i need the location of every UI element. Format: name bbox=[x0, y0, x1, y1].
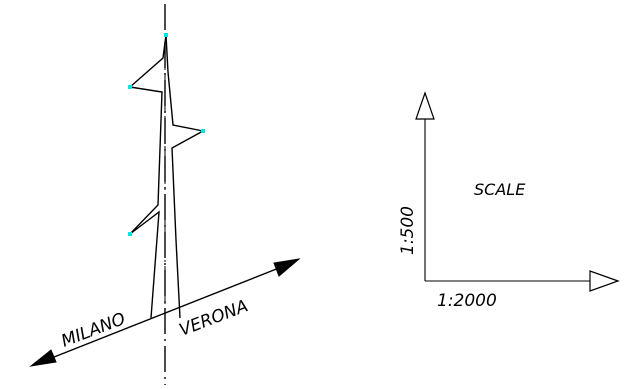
road-direction-line bbox=[29, 258, 301, 367]
grip-point-top[interactable] bbox=[164, 33, 168, 37]
tower-right-edge bbox=[165, 34, 206, 319]
milano-label: MILANO bbox=[59, 309, 129, 352]
scale-indicator bbox=[415, 91, 620, 292]
scale-vertical-label: 1:500 bbox=[398, 206, 418, 255]
verona-label: VERONA bbox=[177, 296, 251, 340]
arrowhead-left bbox=[29, 349, 57, 367]
scale-horizontal-label: 1:2000 bbox=[437, 291, 497, 311]
grip-point-right[interactable] bbox=[201, 129, 205, 133]
grip-point-lower-left[interactable] bbox=[128, 232, 132, 236]
scale-vertical-arrowhead bbox=[415, 91, 435, 120]
road-line bbox=[43, 265, 285, 362]
scale-title: SCALE bbox=[474, 180, 526, 199]
scale-horizontal-arrowhead bbox=[589, 270, 620, 292]
tower bbox=[128, 34, 206, 319]
tower-left-edge bbox=[128, 34, 167, 319]
arrowhead-right bbox=[273, 258, 301, 277]
grip-points[interactable] bbox=[128, 33, 205, 236]
grip-point-upper-left[interactable] bbox=[128, 85, 132, 89]
